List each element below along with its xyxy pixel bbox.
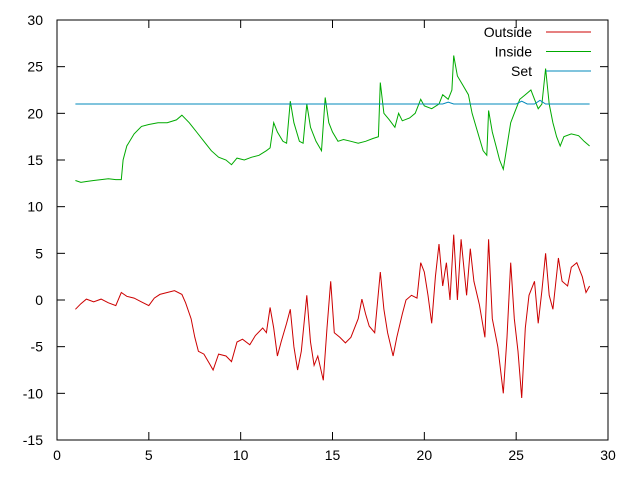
y-tick-label: 0 <box>35 292 43 308</box>
ticks-layer: 0 5 10 15 20 25 30 -15 -10 -5 0 5 10 15 20 25 30 <box>23 12 616 463</box>
legend-label-outside: Outside <box>484 24 532 40</box>
x-tick-label: 5 <box>145 447 153 463</box>
x-tick-label: 25 <box>508 447 524 463</box>
y-tick-label: 20 <box>27 105 43 121</box>
x-tick-label: 15 <box>325 447 341 463</box>
series-layer <box>75 55 591 399</box>
y-tick-label: 5 <box>35 245 43 261</box>
x-tick-label: 20 <box>417 447 433 463</box>
y-tick-label: 15 <box>27 152 43 168</box>
y-tick-label: 25 <box>27 59 43 75</box>
x-tick-label: 10 <box>233 447 249 463</box>
x-tick-label: 0 <box>53 447 61 463</box>
legend-label-set: Set <box>511 63 532 79</box>
legend-label-inside: Inside <box>495 44 533 60</box>
y-tick-label: -5 <box>31 339 44 355</box>
y-tick-label: 30 <box>27 12 43 28</box>
y-tick-label: -15 <box>23 432 43 448</box>
series-line-outside <box>75 234 591 399</box>
y-tick-label: 10 <box>27 199 43 215</box>
legend: Outside Inside Set <box>484 24 591 79</box>
y-tick-label: -10 <box>23 385 43 401</box>
series-line-set <box>75 99 590 105</box>
series-line-inside <box>75 55 590 183</box>
x-tick-label: 30 <box>600 447 616 463</box>
